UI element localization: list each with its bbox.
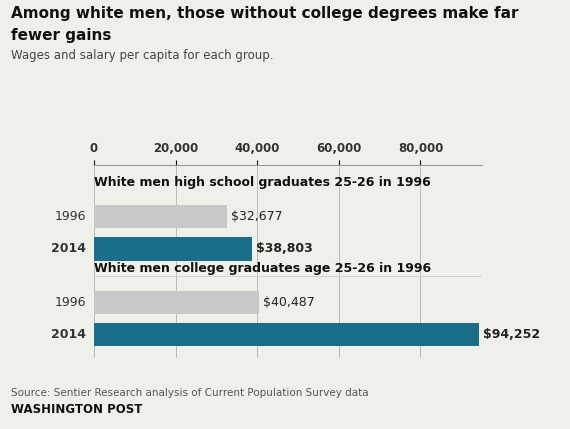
Bar xyxy=(94,323,479,347)
Text: 1996: 1996 xyxy=(54,296,86,309)
Text: $94,252: $94,252 xyxy=(483,328,540,341)
Text: White men high school graduates 25-26 in 1996: White men high school graduates 25-26 in… xyxy=(94,176,431,189)
Bar xyxy=(94,291,259,314)
Text: $32,677: $32,677 xyxy=(231,210,283,223)
Text: fewer gains: fewer gains xyxy=(11,28,112,43)
Text: White men college graduates age 25-26 in 1996: White men college graduates age 25-26 in… xyxy=(94,262,431,275)
Bar xyxy=(94,205,227,228)
Bar xyxy=(94,237,253,261)
Text: Source: Sentier Research analysis of Current Population Survey data: Source: Sentier Research analysis of Cur… xyxy=(11,388,369,398)
Text: $40,487: $40,487 xyxy=(263,296,315,309)
Text: Wages and salary per capita for each group.: Wages and salary per capita for each gro… xyxy=(11,49,274,62)
Text: WASHINGTON POST: WASHINGTON POST xyxy=(11,403,142,416)
Text: 1996: 1996 xyxy=(54,210,86,223)
Text: 2014: 2014 xyxy=(51,328,86,341)
Text: Among white men, those without college degrees make far: Among white men, those without college d… xyxy=(11,6,519,21)
Text: 2014: 2014 xyxy=(51,242,86,255)
Text: $38,803: $38,803 xyxy=(256,242,313,255)
